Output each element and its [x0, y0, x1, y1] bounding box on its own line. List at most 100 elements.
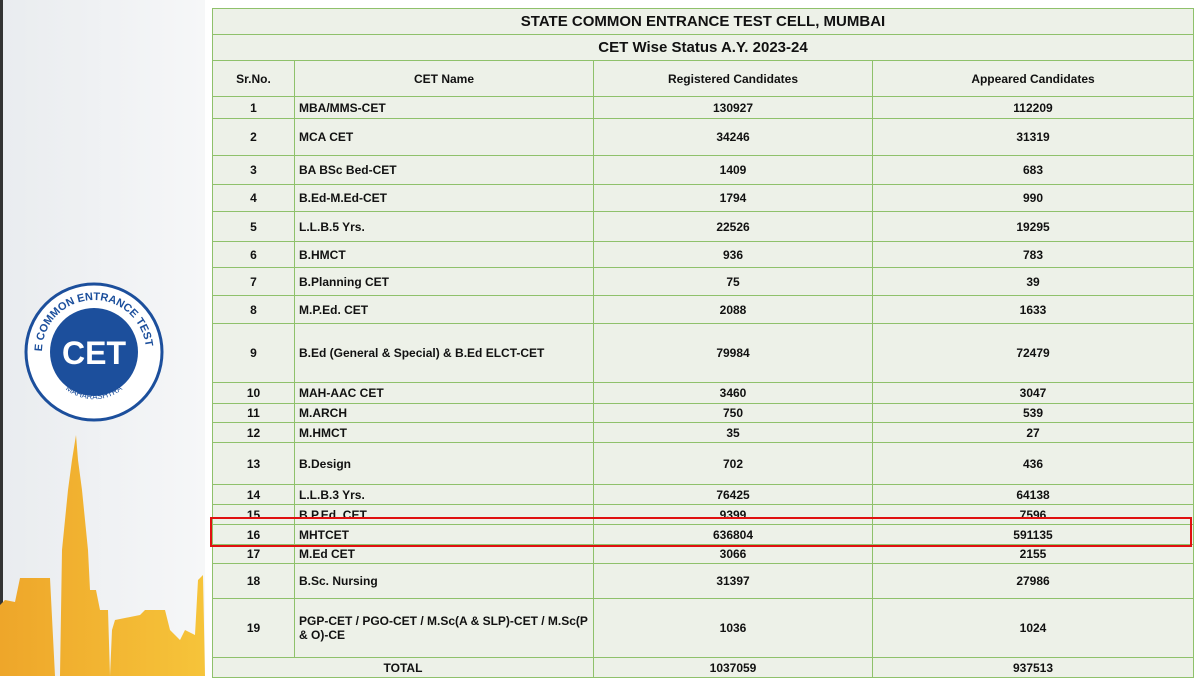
appeared-cell: 1024 [872, 598, 1194, 658]
table-row: 12 M.HMCT 35 27 [212, 422, 1194, 443]
header-sr-no: Sr.No. [212, 60, 295, 97]
sr-no-cell: 11 [212, 403, 295, 423]
cet-name-cell: B.Ed-M.Ed-CET [294, 184, 594, 212]
table-row: 11 M.ARCH 750 539 [212, 403, 1194, 423]
sidebar-banner: STATE COMMON ENTRANCE TEST CELL MAHARASH… [0, 0, 205, 676]
cet-name-cell: L.L.B.3 Yrs. [294, 484, 594, 505]
cet-name-cell: M.Ed CET [294, 544, 594, 564]
appeared-cell: 990 [872, 184, 1194, 212]
table-row: 7 B.Planning CET 75 39 [212, 267, 1194, 296]
table-row: 8 M.P.Ed. CET 2088 1633 [212, 295, 1194, 324]
sr-no-cell: 4 [212, 184, 295, 212]
sr-no-cell: 9 [212, 323, 295, 383]
appeared-cell: 436 [872, 442, 1194, 485]
highlight-box [210, 517, 1192, 547]
appeared-cell: 27 [872, 422, 1194, 443]
cet-logo: STATE COMMON ENTRANCE TEST CELL MAHARASH… [24, 282, 164, 422]
appeared-cell: 2155 [872, 544, 1194, 564]
registered-cell: 1794 [593, 184, 873, 212]
header-appeared: Appeared Candidates [872, 60, 1194, 97]
total-label: TOTAL [212, 657, 594, 678]
sr-no-cell: 18 [212, 563, 295, 599]
sr-no-cell: 2 [212, 118, 295, 156]
registered-cell: 936 [593, 241, 873, 268]
appeared-cell: 72479 [872, 323, 1194, 383]
sr-no-cell: 5 [212, 211, 295, 242]
total-row: TOTAL 1037059 937513 [212, 657, 1194, 678]
table-title: STATE COMMON ENTRANCE TEST CELL, MUMBAI [212, 8, 1194, 35]
cet-name-cell: B.Design [294, 442, 594, 485]
registered-cell: 702 [593, 442, 873, 485]
sr-no-cell: 1 [212, 96, 295, 119]
registered-cell: 750 [593, 403, 873, 423]
table-row: 16 MHTCET 636804 591135 [212, 524, 1194, 545]
sr-no-cell: 17 [212, 544, 295, 564]
sr-no-cell: 8 [212, 295, 295, 324]
appeared-cell: 27986 [872, 563, 1194, 599]
cet-name-cell: B.Ed (General & Special) & B.Ed ELCT-CET [294, 323, 594, 383]
appeared-cell: 31319 [872, 118, 1194, 156]
svg-text:CET: CET [62, 335, 126, 371]
registered-cell: 75 [593, 267, 873, 296]
city-skyline-graphic [0, 435, 205, 676]
appeared-cell: 19295 [872, 211, 1194, 242]
appeared-cell: 1633 [872, 295, 1194, 324]
header-cet-name: CET Name [294, 60, 594, 97]
cet-name-cell: M.HMCT [294, 422, 594, 443]
table-row: 18 B.Sc. Nursing 31397 27986 [212, 563, 1194, 599]
table-subtitle: CET Wise Status A.Y. 2023-24 [212, 34, 1194, 61]
registered-cell: 79984 [593, 323, 873, 383]
table-row: 6 B.HMCT 936 783 [212, 241, 1194, 268]
sr-no-cell: 13 [212, 442, 295, 485]
registered-cell: 34246 [593, 118, 873, 156]
cet-name-cell: BA BSc Bed-CET [294, 155, 594, 185]
sr-no-cell: 7 [212, 267, 295, 296]
sr-no-cell: 3 [212, 155, 295, 185]
sr-no-cell: 14 [212, 484, 295, 505]
registered-cell: 22526 [593, 211, 873, 242]
registered-cell: 31397 [593, 563, 873, 599]
registered-cell: 76425 [593, 484, 873, 505]
appeared-cell: 783 [872, 241, 1194, 268]
cet-name-cell: B.HMCT [294, 241, 594, 268]
registered-cell: 130927 [593, 96, 873, 119]
cet-name-cell: MBA/MMS-CET [294, 96, 594, 119]
cet-name-cell: B.Planning CET [294, 267, 594, 296]
header-row: Sr.No. CET Name Registered Candidates Ap… [212, 60, 1194, 97]
appeared-cell: 112209 [872, 96, 1194, 119]
appeared-cell: 3047 [872, 382, 1194, 404]
sr-no-cell: 19 [212, 598, 295, 658]
sr-no-cell: 6 [212, 241, 295, 268]
registered-cell: 1036 [593, 598, 873, 658]
cet-name-cell: PGP-CET / PGO-CET / M.Sc(A & SLP)-CET / … [294, 598, 594, 658]
cet-name-cell: L.L.B.5 Yrs. [294, 211, 594, 242]
total-appeared: 937513 [872, 657, 1194, 678]
total-registered: 1037059 [593, 657, 873, 678]
registered-cell: 3066 [593, 544, 873, 564]
table-row: 14 L.L.B.3 Yrs. 76425 64138 [212, 484, 1194, 505]
appeared-cell: 64138 [872, 484, 1194, 505]
table-row: 1 MBA/MMS-CET 130927 112209 [212, 96, 1194, 119]
cet-name-cell: MCA CET [294, 118, 594, 156]
registered-cell: 3460 [593, 382, 873, 404]
appeared-cell: 39 [872, 267, 1194, 296]
table-row: 2 MCA CET 34246 31319 [212, 118, 1194, 156]
table-row: 17 M.Ed CET 3066 2155 [212, 544, 1194, 564]
table-row: 5 L.L.B.5 Yrs. 22526 19295 [212, 211, 1194, 242]
registered-cell: 2088 [593, 295, 873, 324]
sr-no-cell: 10 [212, 382, 295, 404]
table-row: 10 MAH-AAC CET 3460 3047 [212, 382, 1194, 404]
table-row: 4 B.Ed-M.Ed-CET 1794 990 [212, 184, 1194, 212]
cet-name-cell: M.P.Ed. CET [294, 295, 594, 324]
table-row: 13 B.Design 702 436 [212, 442, 1194, 485]
cet-status-table: STATE COMMON ENTRANCE TEST CELL, MUMBAI … [212, 8, 1194, 678]
appeared-cell: 683 [872, 155, 1194, 185]
appeared-cell: 539 [872, 403, 1194, 423]
table-row: 3 BA BSc Bed-CET 1409 683 [212, 155, 1194, 185]
registered-cell: 1409 [593, 155, 873, 185]
registered-cell: 35 [593, 422, 873, 443]
header-registered: Registered Candidates [593, 60, 873, 97]
cet-name-cell: MAH-AAC CET [294, 382, 594, 404]
cet-name-cell: B.Sc. Nursing [294, 563, 594, 599]
table-row: 9 B.Ed (General & Special) & B.Ed ELCT-CE… [212, 323, 1194, 383]
